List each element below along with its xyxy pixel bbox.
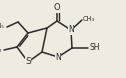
Text: N: N: [55, 52, 61, 61]
Text: CH₃: CH₃: [0, 47, 2, 53]
Text: SH: SH: [90, 44, 101, 52]
Text: CH₃: CH₃: [83, 16, 95, 22]
Text: N: N: [68, 26, 74, 34]
Text: O: O: [54, 4, 60, 12]
Text: S: S: [25, 57, 31, 67]
Text: C₂H₅: C₂H₅: [0, 23, 5, 29]
